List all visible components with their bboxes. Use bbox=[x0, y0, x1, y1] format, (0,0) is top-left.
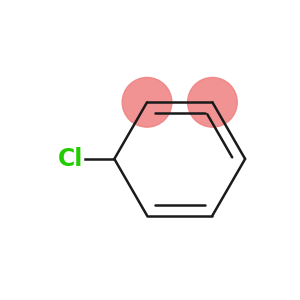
Text: Cl: Cl bbox=[58, 147, 83, 171]
Circle shape bbox=[122, 77, 172, 127]
Circle shape bbox=[188, 77, 237, 127]
